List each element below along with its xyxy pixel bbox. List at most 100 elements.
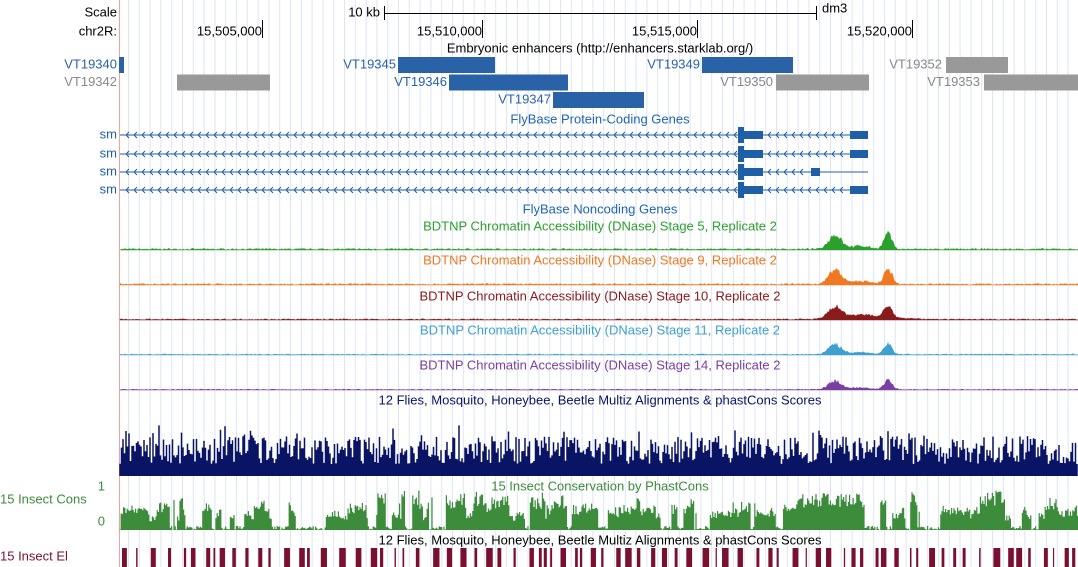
element — [543, 548, 547, 567]
element — [446, 548, 453, 567]
element — [474, 548, 478, 567]
element — [590, 548, 596, 567]
track-title: BDTNP Chromatin Accessibility (DNase) St… — [420, 322, 780, 337]
element — [402, 548, 405, 567]
track-title: 15 Insect Conservation by PhastCons — [491, 478, 709, 493]
enhancer-label: VT19342 — [64, 74, 117, 89]
position-label: 15,510,000 — [417, 23, 482, 38]
element — [379, 548, 384, 567]
enhancer — [984, 74, 1078, 91]
element — [150, 548, 156, 567]
track-title: FlyBase Noncoding Genes — [523, 201, 678, 216]
element — [929, 548, 936, 567]
element — [826, 548, 832, 567]
element — [674, 548, 678, 567]
element — [460, 548, 467, 567]
enhancer-label: VT19340 — [64, 56, 117, 71]
enhancer — [398, 57, 495, 73]
element — [122, 548, 127, 567]
element — [213, 548, 216, 567]
element — [136, 548, 138, 567]
track-title: BDTNP Chromatin Accessibility (DNase) St… — [423, 218, 777, 233]
strand-arrows — [125, 131, 844, 139]
element — [1016, 548, 1023, 567]
assembly-label: dm3 — [822, 0, 847, 15]
element — [433, 548, 440, 567]
element — [550, 548, 553, 567]
exon — [744, 150, 763, 158]
element — [962, 548, 966, 567]
track-title: BDTNP Chromatin Accessibility (DNase) St… — [419, 288, 780, 303]
element — [601, 548, 604, 567]
element — [1064, 548, 1069, 567]
element — [339, 548, 346, 567]
element — [1052, 548, 1055, 567]
element — [880, 548, 887, 567]
element — [1043, 548, 1048, 567]
element — [232, 548, 236, 567]
element — [258, 548, 263, 567]
element — [979, 548, 981, 567]
enhancer-label: VT19350 — [720, 74, 773, 89]
enhancer-label: VT19345 — [343, 56, 396, 71]
enhancer — [946, 57, 1008, 73]
element — [513, 548, 516, 567]
enhancer — [702, 57, 793, 73]
gene-label: sm — [100, 126, 117, 141]
element — [737, 548, 743, 567]
enhancer-label: VT19346 — [394, 74, 447, 89]
conservation-bars — [119, 425, 1078, 476]
enhancer-label: VT19352 — [889, 56, 942, 71]
exon — [744, 131, 763, 139]
element — [993, 548, 1001, 567]
axis-label: 1 — [98, 478, 105, 493]
signal — [119, 230, 1078, 251]
chrom-label: chr2R: — [79, 23, 117, 38]
element — [1072, 548, 1076, 567]
element — [579, 548, 583, 567]
element — [320, 548, 327, 567]
strand-arrows — [125, 186, 844, 194]
element — [219, 548, 225, 567]
element — [715, 548, 717, 567]
exon — [738, 146, 744, 162]
element — [756, 548, 760, 567]
element — [560, 548, 567, 567]
scale-bar — [384, 6, 817, 20]
exon — [738, 164, 744, 180]
element — [370, 548, 378, 567]
element — [355, 548, 362, 567]
element — [843, 548, 846, 567]
element — [768, 548, 773, 567]
element — [636, 548, 641, 567]
element — [206, 548, 211, 567]
enhancer — [553, 92, 644, 108]
element — [183, 548, 187, 567]
enhancer — [119, 57, 124, 73]
gene-label: sm — [100, 163, 117, 178]
exon — [850, 186, 868, 194]
enhancer-label: VT19347 — [498, 91, 551, 106]
element — [284, 548, 290, 567]
element — [815, 548, 822, 567]
element — [916, 548, 919, 567]
track-title: 12 Flies, Mosquito, Honeybee, Beetle Mul… — [379, 532, 822, 547]
track-title: BDTNP Chromatin Accessibility (DNase) St… — [419, 357, 780, 372]
element — [851, 548, 856, 567]
element — [661, 548, 668, 567]
element — [805, 548, 807, 567]
element — [1008, 548, 1014, 567]
element — [625, 548, 632, 567]
exon — [744, 168, 763, 176]
element — [953, 548, 957, 567]
exon — [850, 131, 868, 139]
position-label: 15,515,000 — [632, 23, 697, 38]
element — [190, 548, 196, 567]
element — [486, 548, 493, 567]
element — [776, 548, 779, 567]
track-title: BDTNP Chromatin Accessibility (DNase) St… — [423, 252, 777, 267]
axis-label: 0 — [98, 513, 105, 528]
position-label: 15,505,000 — [197, 23, 262, 38]
track-title: Embryonic enhancers (http://enhancers.st… — [447, 40, 753, 55]
